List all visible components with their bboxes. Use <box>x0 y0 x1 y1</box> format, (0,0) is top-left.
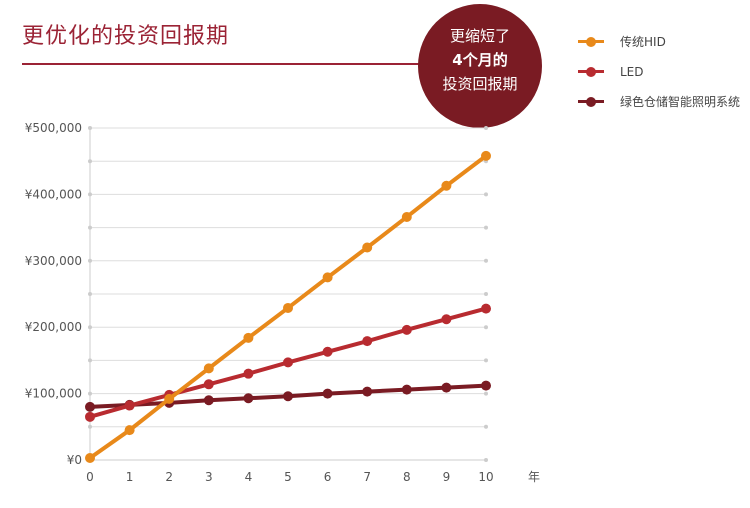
legend-label-hid: 传统HID <box>620 35 666 49</box>
series-hid-point <box>283 302 293 313</box>
legend-swatch-led <box>578 66 604 78</box>
series-led-point <box>203 379 214 390</box>
series-hid-point <box>203 363 214 374</box>
x-tick-label: 8 <box>403 470 411 484</box>
series-led-point <box>85 411 95 422</box>
series-smart-point <box>283 391 293 402</box>
badge-line-2: 4个月的 <box>452 51 508 69</box>
series-hid-point <box>401 211 412 222</box>
series-hid-point <box>85 453 95 464</box>
grid-dot <box>484 192 488 197</box>
grid-dot <box>484 358 488 363</box>
series-hid-point <box>124 425 135 436</box>
legend-item-hid: 传统HID <box>578 34 740 49</box>
payback-badge: 更缩短了 4个月的 投资回报期 <box>418 4 542 128</box>
series-smart-point <box>481 380 491 391</box>
series-hid-point <box>322 272 333 283</box>
series-smart-point <box>322 388 333 399</box>
series-led-point <box>441 314 452 325</box>
series-smart-point <box>85 401 95 412</box>
legend-label-led: LED <box>620 64 644 79</box>
x-tick-label: 1 <box>126 470 134 484</box>
legend-label-smart: 绿色仓储智能照明系统 <box>620 95 741 109</box>
series-led-point <box>401 324 412 335</box>
x-axis-label: 年 <box>528 470 540 484</box>
chart-title: 更优化的投资回报期 <box>22 24 230 49</box>
title-underline <box>22 63 434 65</box>
series-hid-point <box>441 180 452 191</box>
series-led-point <box>243 368 254 379</box>
legend-item-led: LED <box>578 64 740 79</box>
legend-item-smart: 绿色仓储智能照明系统 <box>578 94 740 109</box>
x-tick-label: 6 <box>324 470 332 484</box>
series-led-point <box>124 400 135 411</box>
series-smart-point <box>401 384 412 395</box>
series-led-point <box>283 357 293 368</box>
grid-dot <box>484 292 488 296</box>
grid-dot <box>484 424 488 429</box>
series-smart-point <box>243 393 254 404</box>
series-hid-point <box>481 150 491 161</box>
x-tick-label: 2 <box>165 470 173 484</box>
badge-line-3: 投资回报期 <box>442 75 518 93</box>
legend-swatch-smart <box>578 96 604 108</box>
badge-line-1: 更缩短了 <box>449 27 510 45</box>
series-led-point <box>362 336 373 347</box>
series-led-point <box>322 346 333 357</box>
series-hid-point <box>164 393 175 404</box>
series-hid-point <box>362 242 373 253</box>
series-smart-point <box>203 395 214 406</box>
series-led-point <box>481 303 491 314</box>
x-tick-label: 10 <box>478 470 493 484</box>
grid-dot <box>484 325 488 330</box>
x-tick-label: 3 <box>205 470 213 484</box>
grid-dot <box>484 391 488 396</box>
series-hid-point <box>243 332 254 343</box>
x-tick-label: 4 <box>245 470 253 484</box>
series-smart-point <box>441 382 452 393</box>
legend-swatch-hid <box>578 36 604 48</box>
y-tick-label: ¥0 <box>67 453 82 467</box>
grid-dot <box>484 126 488 130</box>
x-tick-label: 5 <box>284 470 292 484</box>
grid-dot <box>484 225 488 230</box>
y-tick-label: ¥300,000 <box>25 254 82 268</box>
chart-legend: 传统HID LED 绿色仓储智能照明系统 <box>578 34 740 124</box>
x-tick-label: 7 <box>363 470 371 484</box>
y-tick-label: ¥100,000 <box>25 387 82 401</box>
x-tick-label: 9 <box>443 470 451 484</box>
y-tick-label: ¥200,000 <box>25 320 82 334</box>
x-tick-label: 0 <box>86 470 94 484</box>
y-tick-label: ¥500,000 <box>25 121 82 135</box>
grid-dot <box>484 258 488 263</box>
y-tick-label: ¥400,000 <box>25 187 82 201</box>
series-smart-point <box>362 386 373 397</box>
